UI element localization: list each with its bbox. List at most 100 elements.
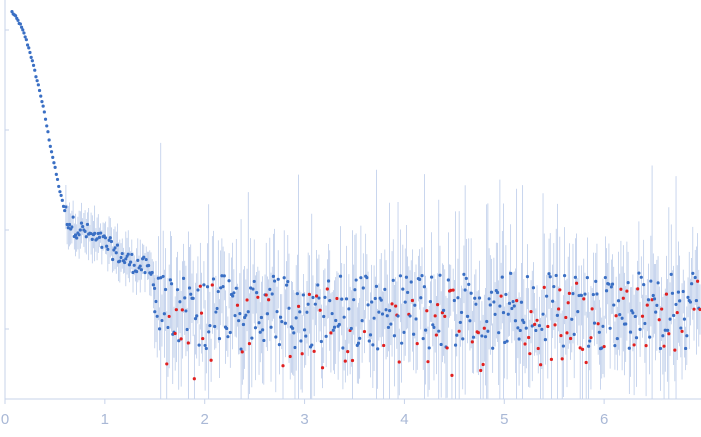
data-point (341, 346, 345, 350)
data-point (505, 339, 509, 343)
outlier-point (390, 302, 394, 306)
outlier-point (692, 307, 696, 311)
data-point (234, 286, 238, 290)
data-point (109, 239, 114, 244)
data-point (334, 318, 338, 323)
data-point (166, 325, 170, 330)
data-point (161, 274, 165, 279)
data-point (537, 323, 542, 328)
data-point (13, 14, 18, 18)
outlier-point (596, 322, 600, 326)
data-point (275, 309, 279, 314)
data-point (203, 343, 207, 348)
data-point (237, 319, 241, 323)
data-point (286, 279, 290, 284)
outlier-point (619, 287, 623, 291)
outlier-point (528, 352, 532, 356)
data-point (604, 289, 609, 293)
outlier-point (167, 314, 171, 319)
data-point (193, 317, 198, 321)
data-point (95, 237, 99, 241)
data-point (40, 100, 44, 104)
outlier-point (482, 326, 486, 330)
data-point (531, 286, 536, 290)
data-point (71, 215, 75, 219)
outlier-point (165, 362, 169, 366)
data-point (406, 290, 410, 295)
data-point (555, 313, 560, 317)
data-point (189, 292, 193, 296)
outlier-point (264, 293, 268, 297)
data-point (35, 79, 39, 83)
data-point (306, 302, 310, 306)
data-point (404, 275, 409, 279)
data-point (195, 314, 199, 318)
data-point (468, 319, 472, 323)
data-point (213, 324, 217, 329)
data-point (431, 323, 435, 327)
data-point (493, 312, 497, 317)
data-point (127, 263, 132, 267)
data-point (162, 312, 166, 316)
outlier-point (180, 308, 184, 312)
x-tick-label: 3 (300, 411, 308, 428)
data-point (396, 314, 400, 318)
data-point (52, 161, 56, 165)
data-point (252, 279, 256, 284)
data-point (47, 138, 51, 142)
outlier-point (523, 342, 527, 346)
data-point (22, 31, 26, 35)
data-point (509, 271, 513, 275)
data-point (253, 326, 258, 330)
data-point (518, 328, 522, 333)
x-tick-label: 4 (400, 411, 408, 428)
data-point (118, 259, 122, 263)
data-point (497, 331, 501, 335)
outlier-point (476, 331, 480, 335)
data-point (418, 277, 422, 281)
data-point (316, 283, 320, 287)
data-point (51, 155, 55, 159)
outlier-point (636, 287, 640, 291)
outlier-point (675, 310, 679, 315)
data-point (646, 298, 651, 302)
data-point (73, 233, 78, 237)
x-tick-label: 5 (500, 411, 508, 428)
outlier-point (640, 314, 645, 318)
outlier-point (434, 333, 438, 337)
data-point (634, 336, 639, 340)
data-point (391, 278, 395, 282)
data-point (202, 283, 206, 287)
outlier-point (445, 346, 449, 350)
data-point (33, 68, 37, 72)
data-point (16, 18, 20, 22)
data-point (89, 231, 93, 236)
data-point (361, 286, 365, 290)
data-point (458, 320, 462, 325)
data-point (366, 303, 370, 307)
data-point (547, 272, 551, 276)
data-point (337, 322, 341, 327)
outlier-point (557, 307, 561, 311)
outlier-point (288, 354, 292, 359)
data-point (594, 279, 598, 283)
data-point (265, 312, 270, 316)
data-point (259, 315, 264, 320)
data-point (403, 300, 407, 304)
data-point (107, 238, 111, 242)
data-point (370, 300, 374, 304)
data-point (96, 231, 100, 236)
outlier-point (590, 307, 594, 311)
data-point (330, 311, 334, 316)
data-point (525, 274, 530, 279)
outlier-point (210, 283, 214, 287)
data-point (595, 292, 599, 296)
data-point (129, 260, 133, 264)
data-point (100, 245, 104, 249)
data-point (462, 272, 466, 276)
data-point (651, 293, 655, 298)
data-point (446, 278, 450, 282)
data-point (608, 326, 612, 330)
outlier-point (566, 301, 570, 305)
outlier-point (625, 289, 629, 293)
